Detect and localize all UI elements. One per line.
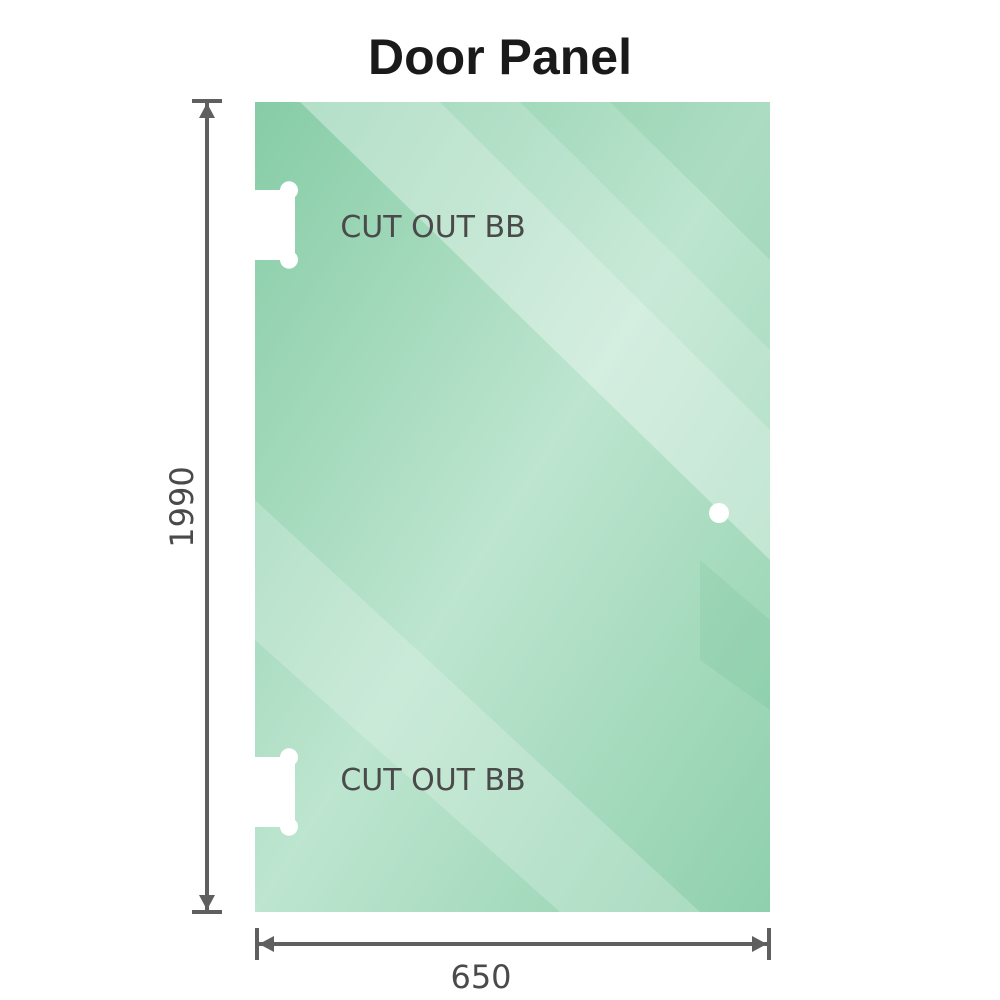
cutout-top — [255, 181, 298, 269]
cutout-bottom — [255, 748, 298, 836]
glass-panel — [255, 102, 770, 912]
width-label: 650 — [450, 958, 511, 996]
cutout-label-bottom: CUT OUT BB — [340, 763, 525, 798]
page-title: Door Panel — [368, 29, 632, 85]
width-dimension-line — [255, 928, 771, 960]
height-label: 1990 — [163, 466, 201, 547]
cutout-label-top: CUT OUT BB — [340, 210, 525, 245]
height-dimension-line — [192, 99, 222, 914]
handle-hole — [709, 503, 729, 523]
